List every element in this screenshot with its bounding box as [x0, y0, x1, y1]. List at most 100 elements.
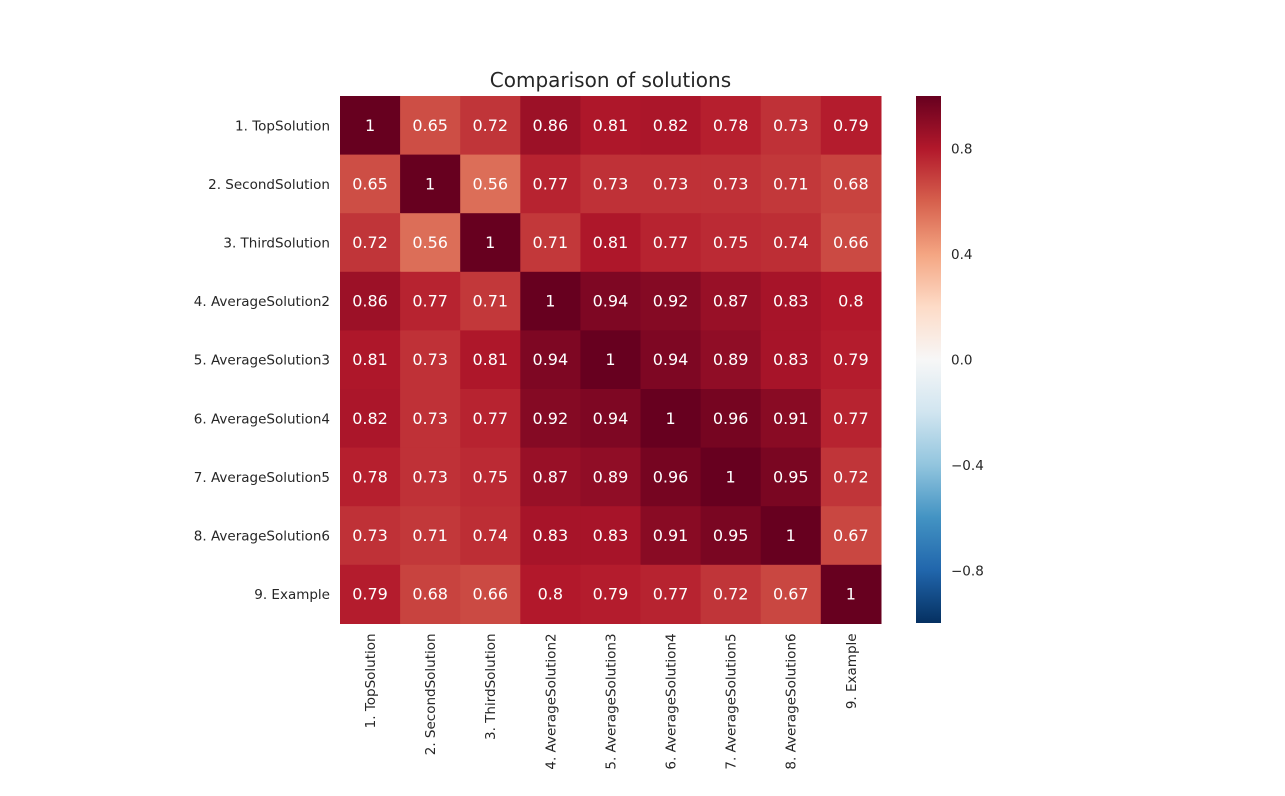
cell-annotation: 0.73 — [773, 116, 809, 135]
heatmap-cell — [820, 564, 882, 624]
cell-annotation: 0.77 — [833, 409, 869, 428]
heatmap-cell — [460, 564, 521, 624]
cell-annotation: 1 — [545, 292, 555, 311]
heatmap-cell — [640, 389, 702, 449]
cell-annotation: 0.8 — [838, 292, 863, 311]
cell-annotation: 1 — [425, 174, 435, 193]
heatmap-cell — [340, 447, 401, 507]
cell-annotation: 0.71 — [533, 233, 569, 252]
cell-annotation: 0.79 — [833, 350, 869, 369]
row-tick-label: 4. AverageSolution2 — [194, 294, 330, 310]
cell-annotation: 0.83 — [773, 292, 809, 311]
cell-annotation: 1 — [726, 467, 736, 486]
heatmap-cell — [700, 506, 762, 566]
cell-annotation: 0.83 — [533, 526, 569, 545]
row-tick-label: 1. TopSolution — [235, 118, 330, 134]
heatmap-cell — [640, 271, 702, 331]
heatmap-cell — [820, 271, 882, 331]
heatmap-cell — [580, 447, 642, 507]
heatmap-cell — [760, 154, 822, 214]
heatmap-cell — [340, 506, 401, 566]
heatmap-cell — [640, 330, 702, 390]
heatmap-cell — [340, 213, 401, 273]
cell-annotation: 1 — [485, 233, 495, 252]
cell-annotation: 0.95 — [713, 526, 749, 545]
cell-annotation: 0.89 — [593, 467, 629, 486]
cell-annotation: 0.73 — [412, 467, 448, 486]
heatmap-cell — [640, 564, 702, 624]
heatmap-cell — [460, 96, 521, 156]
cell-annotation: 0.74 — [472, 526, 508, 545]
heatmap-cell — [340, 330, 401, 390]
heatmap-cell — [580, 506, 642, 566]
colorbar-tick-label: −0.4 — [951, 458, 984, 474]
heatmap-cell — [340, 154, 401, 214]
heatmap-cell — [580, 213, 642, 273]
colorbar-tick-label: −0.8 — [951, 563, 984, 579]
cell-annotation: 0.73 — [593, 174, 629, 193]
cell-annotation: 0.89 — [713, 350, 749, 369]
heatmap-cell — [520, 389, 581, 449]
heatmap-cell — [820, 389, 882, 449]
heatmap-cell — [640, 506, 702, 566]
heatmap-cell — [520, 330, 581, 390]
heatmap-cell — [340, 564, 401, 624]
heatmap-cell — [700, 330, 762, 390]
cell-annotation: 0.87 — [533, 467, 569, 486]
cell-annotation: 0.67 — [833, 526, 869, 545]
heatmap-cell — [820, 330, 882, 390]
colorbar — [916, 96, 941, 623]
cell-annotation: 0.79 — [833, 116, 869, 135]
heatmap-cell — [700, 96, 762, 156]
cell-annotation: 0.91 — [653, 526, 689, 545]
cell-annotation: 0.94 — [653, 350, 689, 369]
cell-annotation: 0.81 — [593, 116, 629, 135]
heatmap-cell — [700, 271, 762, 331]
heatmap-cell — [400, 330, 461, 390]
heatmap-cell — [700, 447, 762, 507]
cell-annotation: 0.78 — [352, 467, 388, 486]
heatmap-cell — [520, 96, 581, 156]
heatmap-cell — [400, 389, 461, 449]
cell-annotation: 0.78 — [713, 116, 749, 135]
cell-annotation: 0.67 — [773, 585, 809, 604]
heatmap-cell — [820, 506, 882, 566]
heatmap-cell — [580, 96, 642, 156]
cell-annotation: 0.96 — [713, 409, 749, 428]
heatmap-cell — [520, 564, 581, 624]
colorbar-tick-label: 0.4 — [951, 247, 972, 263]
cell-annotation: 0.77 — [472, 409, 508, 428]
heatmap-cell — [640, 447, 702, 507]
cell-annotation: 0.75 — [713, 233, 749, 252]
colorbar-tick-label: 0.0 — [951, 353, 972, 369]
cell-annotation: 0.87 — [713, 292, 749, 311]
heatmap-cell — [340, 271, 401, 331]
heatmap-cell — [760, 96, 822, 156]
chart-title: Comparison of solutions — [490, 68, 731, 92]
heatmap-cell — [820, 213, 882, 273]
heatmap-cell — [460, 154, 521, 214]
heatmap-cell — [520, 271, 581, 331]
cell-annotation: 0.82 — [352, 409, 388, 428]
heatmap-cell — [460, 330, 521, 390]
row-tick-label: 5. AverageSolution3 — [194, 353, 330, 369]
heatmap-cell — [580, 154, 642, 214]
heatmap-cell — [820, 154, 882, 214]
row-tick-label: 7. AverageSolution5 — [194, 470, 330, 486]
column-tick-label: 5. AverageSolution3 — [603, 633, 619, 769]
heatmap-cell — [760, 564, 822, 624]
column-tick-label: 2. SecondSolution — [423, 633, 439, 755]
cell-annotation: 0.83 — [773, 350, 809, 369]
cell-annotation: 1 — [665, 409, 675, 428]
heatmap-cell — [400, 96, 461, 156]
cell-annotation: 0.72 — [713, 585, 749, 604]
row-tick-label: 2. SecondSolution — [208, 177, 330, 193]
heatmap-cell — [700, 389, 762, 449]
heatmap-cell — [460, 389, 521, 449]
cell-annotation: 0.71 — [472, 292, 508, 311]
cell-annotation: 0.79 — [352, 585, 388, 604]
heatmap-cell — [460, 506, 521, 566]
heatmap-cell — [760, 330, 822, 390]
cell-annotation: 0.77 — [653, 233, 689, 252]
